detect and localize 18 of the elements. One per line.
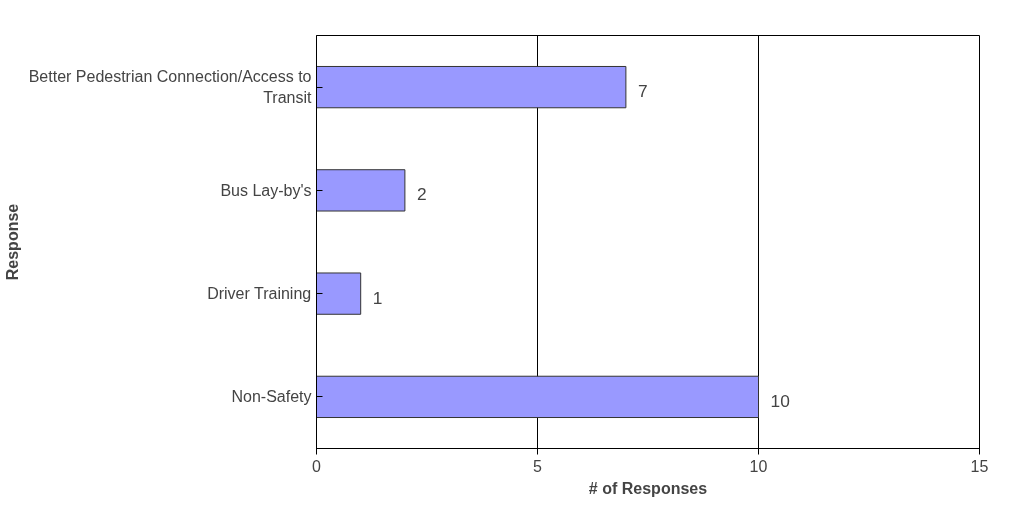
data-label: 1 xyxy=(372,287,383,308)
x-tick-label: 15 xyxy=(970,457,989,475)
bar xyxy=(316,375,759,419)
bar xyxy=(316,272,362,315)
y-tick-label: Driver Training xyxy=(207,285,312,303)
y-tick-label: Better Pedestrian Connection/Access to Transit xyxy=(28,68,313,106)
data-label: 2 xyxy=(416,184,427,205)
x-tick-label: 0 xyxy=(312,457,322,475)
x-tick-label: 10 xyxy=(749,457,768,475)
data-label: 10 xyxy=(770,390,790,411)
bar xyxy=(316,65,627,109)
y-tick-label: Bus Lay-by's xyxy=(220,181,312,199)
x-tick-label: 5 xyxy=(533,457,543,475)
x-axis-title: # of Responses xyxy=(588,479,708,497)
y-axis-title: Response xyxy=(3,203,21,281)
bar xyxy=(316,169,406,212)
data-label: 7 xyxy=(637,81,648,102)
y-tick-label: Non-Safety xyxy=(231,388,312,406)
